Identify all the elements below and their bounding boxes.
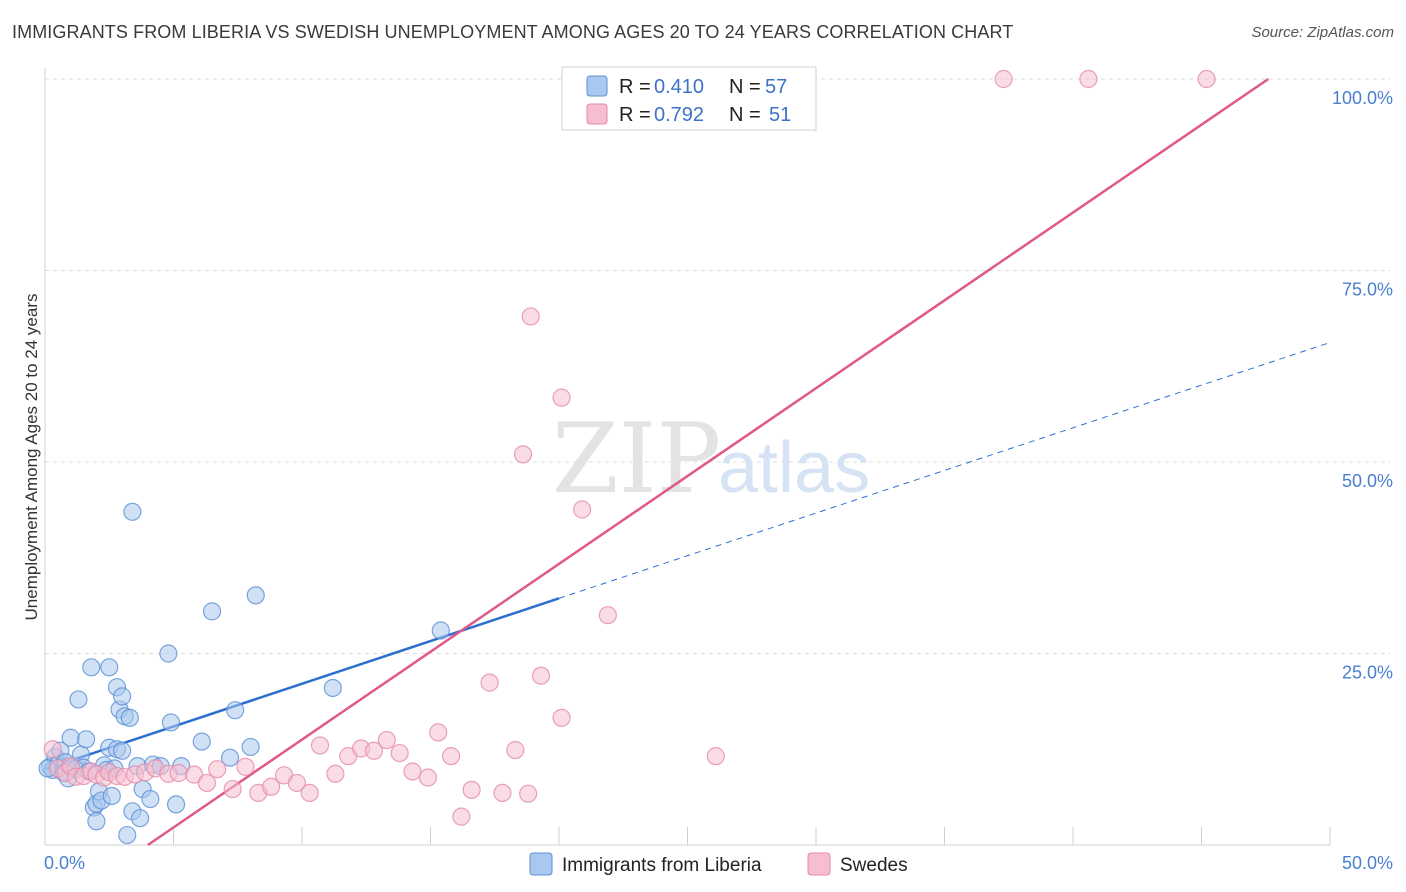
trend-lines bbox=[44, 77, 1331, 847]
point-swedes bbox=[531, 666, 551, 685]
point-liberia bbox=[102, 786, 121, 806]
point-swedes bbox=[519, 784, 538, 803]
chart-title: IMMIGRANTS FROM LIBERIA VS SWEDISH UNEMP… bbox=[12, 22, 1014, 42]
point-liberia bbox=[87, 812, 106, 831]
point-swedes bbox=[236, 757, 255, 776]
point-swedes bbox=[573, 500, 592, 519]
point-liberia bbox=[100, 658, 119, 677]
point-swedes bbox=[262, 777, 281, 796]
point-swedes bbox=[418, 768, 438, 787]
legend-n-label-liberia: N = bbox=[729, 76, 761, 98]
point-liberia bbox=[226, 701, 245, 720]
legend-swatch-liberia bbox=[586, 75, 608, 97]
x-tick-label: 50.0% bbox=[1342, 853, 1393, 873]
point-liberia bbox=[118, 825, 137, 845]
point-swedes bbox=[994, 69, 1013, 89]
point-swedes bbox=[429, 723, 448, 742]
point-swedes bbox=[364, 741, 384, 760]
point-liberia bbox=[123, 502, 142, 521]
legend-n-value-swedes: 51 bbox=[769, 104, 791, 126]
axes: 25.0% 50.0% 75.0% 100.0% 0.0% 50.0% bbox=[44, 68, 1393, 873]
point-swedes bbox=[300, 783, 319, 803]
point-liberia bbox=[159, 644, 178, 663]
point-swedes bbox=[552, 708, 571, 727]
legend-r-value-liberia: 0.410 bbox=[654, 76, 704, 98]
watermark-zip: ZIP bbox=[552, 403, 721, 515]
point-swedes bbox=[462, 780, 481, 799]
point-liberia bbox=[77, 730, 96, 749]
point-swedes bbox=[452, 807, 471, 826]
legend-r-label-swedes: R = bbox=[619, 104, 651, 126]
point-swedes bbox=[208, 760, 227, 779]
point-liberia bbox=[431, 621, 450, 640]
point-liberia bbox=[323, 678, 342, 698]
point-swedes bbox=[310, 736, 330, 755]
point-liberia bbox=[246, 586, 265, 605]
point-swedes bbox=[1197, 69, 1216, 89]
point-liberia bbox=[112, 741, 132, 760]
point-liberia bbox=[166, 795, 186, 814]
point-liberia bbox=[220, 748, 240, 767]
y-tick-label: 25.0% bbox=[1342, 663, 1393, 683]
point-swedes bbox=[513, 445, 533, 464]
bottom-legend-label-liberia: Immigrants from Liberia bbox=[562, 855, 762, 876]
point-swedes bbox=[287, 773, 306, 793]
y-tick-label: 100.0% bbox=[1332, 88, 1393, 108]
data-points bbox=[38, 69, 1216, 845]
legend-n-label-swedes: N = bbox=[729, 104, 761, 126]
point-swedes bbox=[441, 747, 461, 766]
point-liberia bbox=[202, 602, 222, 621]
point-liberia bbox=[161, 713, 181, 732]
point-liberia bbox=[69, 690, 88, 709]
point-liberia bbox=[192, 732, 211, 751]
point-liberia bbox=[61, 728, 80, 747]
point-swedes bbox=[706, 747, 725, 766]
point-swedes bbox=[43, 740, 62, 759]
point-swedes bbox=[493, 783, 512, 803]
legend-n-value-liberia: 57 bbox=[765, 76, 787, 98]
source-credit: Source: ZipAtlas.com bbox=[1251, 24, 1394, 41]
legend-box: R = 0.410 N = 57 R = 0.792 N = 51 bbox=[561, 66, 817, 131]
legend-r-value-swedes: 0.792 bbox=[654, 104, 704, 126]
y-tick-label: 50.0% bbox=[1342, 471, 1393, 491]
x-tick-label: 0.0% bbox=[44, 853, 85, 873]
point-liberia bbox=[241, 737, 260, 757]
point-swedes bbox=[390, 743, 409, 763]
trend-line-liberia-extension bbox=[558, 342, 1331, 599]
bottom-legend: Immigrants from Liberia Swedes bbox=[529, 852, 908, 876]
point-liberia bbox=[130, 809, 150, 828]
point-swedes bbox=[480, 673, 499, 692]
point-liberia bbox=[112, 687, 132, 706]
point-swedes bbox=[197, 773, 217, 793]
point-swedes bbox=[506, 740, 525, 760]
point-liberia bbox=[141, 789, 160, 809]
bottom-legend-label-swedes: Swedes bbox=[840, 855, 908, 876]
y-axis-label: Unemployment Among Ages 20 to 24 years bbox=[22, 294, 41, 621]
y-tick-label: 75.0% bbox=[1342, 280, 1393, 300]
watermark: ZIP atlas bbox=[552, 403, 870, 515]
legend-swatch-swedes bbox=[586, 103, 608, 125]
bottom-legend-swatch-liberia bbox=[529, 852, 553, 876]
point-swedes bbox=[1079, 69, 1098, 89]
point-swedes bbox=[598, 606, 617, 625]
point-swedes bbox=[377, 730, 396, 750]
point-swedes bbox=[223, 779, 242, 799]
point-liberia bbox=[120, 708, 139, 727]
trend-line-liberia bbox=[44, 597, 560, 771]
point-swedes bbox=[521, 307, 540, 326]
watermark-atlas: atlas bbox=[718, 428, 870, 508]
point-swedes bbox=[184, 765, 204, 784]
trend-line-swedes bbox=[147, 77, 1270, 847]
point-liberia bbox=[82, 658, 101, 677]
legend-r-label-liberia: R = bbox=[619, 76, 651, 98]
point-swedes bbox=[326, 764, 345, 783]
point-swedes bbox=[552, 388, 571, 407]
point-swedes bbox=[403, 762, 422, 781]
grid-lines bbox=[45, 78, 1390, 654]
bottom-legend-swatch-swedes bbox=[807, 852, 831, 876]
point-swedes bbox=[169, 763, 188, 783]
